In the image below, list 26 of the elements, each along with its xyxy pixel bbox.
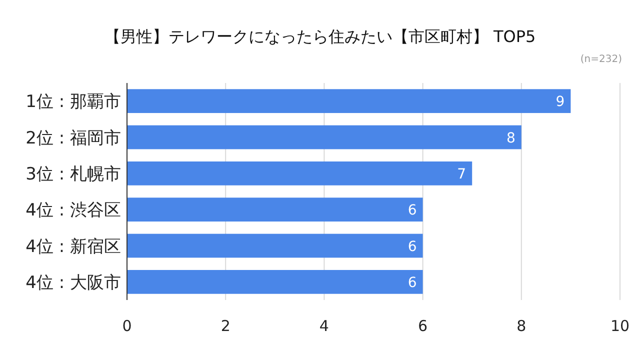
x-tick-label: 0 [122, 317, 132, 335]
data-label: 8 [506, 130, 516, 146]
data-label: 6 [408, 274, 417, 291]
text: (n=232) [580, 54, 622, 65]
bar [127, 161, 472, 186]
y-tick-label: 4位 : 大阪市 [26, 272, 121, 293]
chart-title: 【男性】テレワークになったら住みたい【市区町村】 TOP5 [104, 27, 536, 46]
y-tick-label: 4位 : 新宿区 [26, 236, 121, 257]
x-tick-label: 10 [610, 317, 630, 335]
y-tick-label: 2位 : 福岡市 [26, 128, 121, 148]
x-tick-label: 6 [418, 317, 428, 335]
data-label: 6 [408, 202, 417, 219]
x-tick-label: 2 [220, 317, 230, 335]
x-tick-label: 4 [319, 317, 329, 335]
data-label: 7 [457, 166, 466, 182]
data-label: 9 [556, 94, 565, 110]
data-label: 6 [408, 238, 417, 255]
bar [127, 270, 423, 294]
y-tick-label: 1位 : 那覇市 [26, 92, 121, 112]
bar [127, 234, 423, 258]
bar [127, 125, 522, 150]
y-tick-label: 4位 : 渋谷区 [26, 200, 121, 221]
x-tick-label: 8 [516, 317, 526, 335]
bar [127, 89, 571, 114]
y-tick-label: 3位 : 札幌市 [26, 164, 121, 184]
bar [127, 198, 423, 222]
